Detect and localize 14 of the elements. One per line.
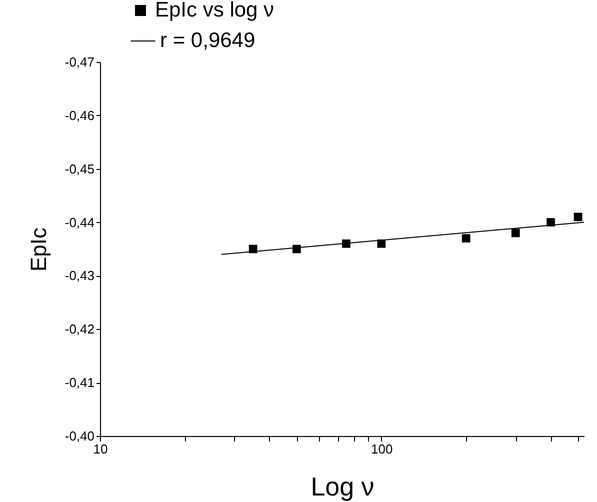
- x-tick-label: 10: [93, 442, 108, 456]
- y-tick-label: -0,44: [64, 214, 94, 230]
- y-axis-title: EpIc: [26, 227, 51, 272]
- y-tick-label: -0,42: [64, 322, 94, 337]
- legend-label: r = 0,9649: [160, 29, 256, 52]
- y-tick-label: -0,45: [64, 161, 94, 176]
- y-tick-label: -0,43: [64, 268, 94, 284]
- x-axis-title: Log ν: [310, 472, 374, 502]
- y-tick-label: -0,40: [64, 428, 94, 444]
- x-tick-label: 100: [371, 442, 393, 456]
- y-tick-label: -0,46: [64, 108, 94, 123]
- y-tick-label: -0,41: [64, 375, 94, 390]
- legend-label: EpIc vs log ν: [155, 0, 274, 22]
- y-tick-label: -0,47: [64, 54, 94, 70]
